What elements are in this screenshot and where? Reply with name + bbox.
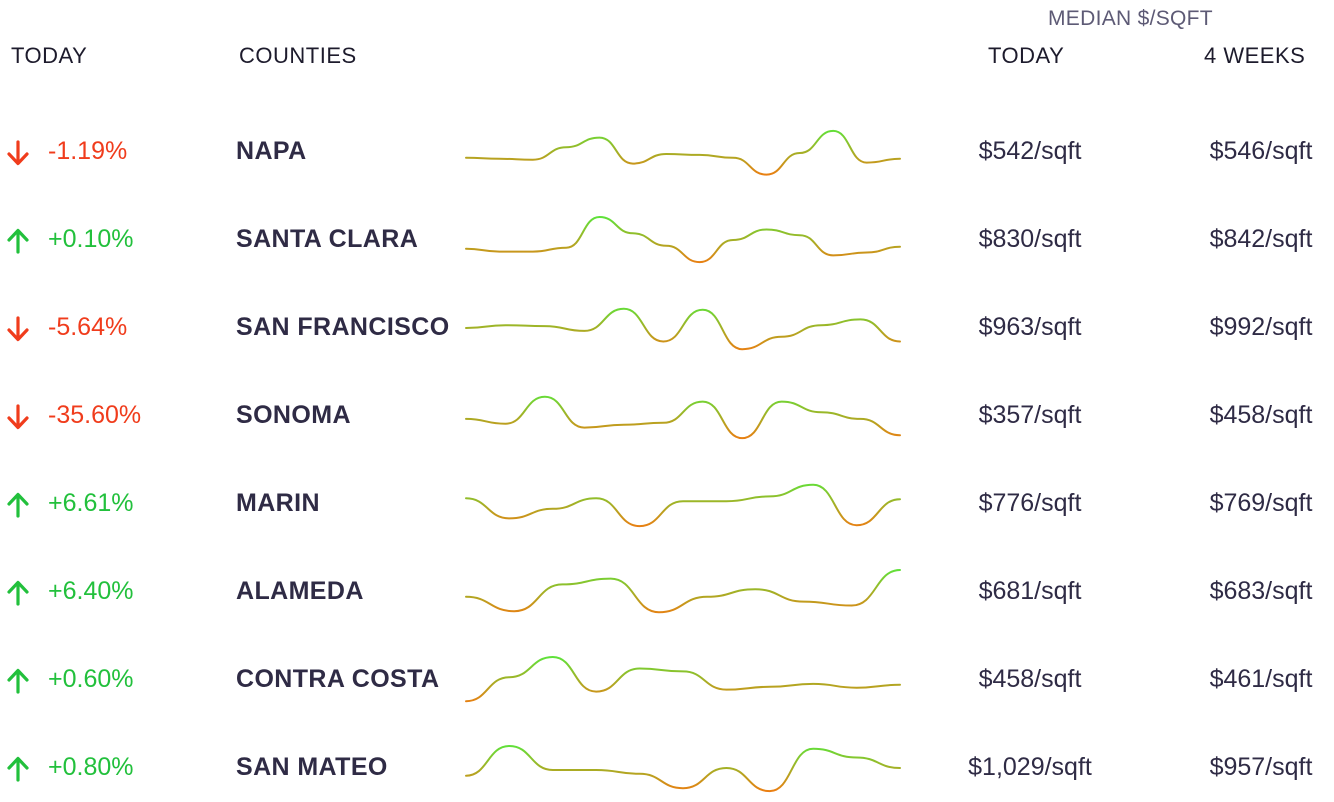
price-4-weeks: $842/sqft (1209, 225, 1313, 253)
arrow-up-icon (7, 756, 29, 782)
price-4-weeks: $957/sqft (1209, 753, 1313, 781)
change-today-header[interactable]: TODAY (11, 43, 88, 68)
arrow-down-icon (7, 140, 29, 166)
change-percent: +0.80% (48, 753, 134, 781)
trend-sparkline (465, 307, 901, 351)
price-4-weeks: $683/sqft (1209, 577, 1313, 605)
sparkline-path (465, 745, 901, 793)
price-4-weeks: $461/sqft (1209, 665, 1313, 693)
price-4-weeks: $458/sqft (1209, 401, 1313, 429)
price-4-weeks-header[interactable]: 4 WEEKS (1204, 43, 1306, 68)
trend-sparkline (465, 129, 901, 176)
county-row[interactable]: +6.61% MARIN $776/sqft $769/sqft (0, 475, 1334, 535)
county-row[interactable]: +0.80% SAN MATEO $1,029/sqft $957/sqft (0, 739, 1334, 799)
sparkline-path (465, 656, 901, 703)
change-percent: +0.60% (48, 665, 134, 693)
arrow-up-icon (7, 492, 29, 518)
arrow-up-icon (7, 580, 29, 606)
arrow-up-icon (7, 228, 29, 254)
arrow-down-icon (7, 404, 29, 430)
price-4-weeks: $546/sqft (1209, 137, 1313, 165)
county-row[interactable]: +6.40% ALAMEDA $681/sqft $683/sqft (0, 563, 1334, 623)
county-name[interactable]: SONOMA (236, 401, 351, 429)
price-today: $357/sqft (978, 401, 1082, 429)
price-today-header[interactable]: TODAY (988, 43, 1065, 68)
change-percent: +0.10% (48, 225, 134, 253)
price-today: $963/sqft (978, 313, 1082, 341)
price-today: $1,029/sqft (968, 753, 1092, 781)
trend-sparkline (465, 569, 901, 614)
counties-header[interactable]: COUNTIES (239, 43, 357, 68)
arrow-down-icon (7, 316, 29, 342)
change-percent: +6.61% (48, 489, 134, 517)
trend-sparkline (465, 395, 901, 440)
change-percent: -1.19% (48, 137, 128, 165)
trend-sparkline (465, 745, 901, 793)
county-name[interactable]: SAN FRANCISCO (236, 313, 450, 341)
sparkline-path (465, 569, 901, 614)
median-price-header: MEDIAN $/SQFT (1048, 7, 1213, 30)
price-today: $458/sqft (978, 665, 1082, 693)
sparkline-path (465, 307, 901, 351)
county-row[interactable]: +0.60% CONTRA COSTA $458/sqft $461/sqft (0, 651, 1334, 711)
sparkline-path (465, 129, 901, 176)
county-name[interactable]: SANTA CLARA (236, 225, 419, 253)
trend-sparkline (465, 216, 901, 264)
change-percent: -5.64% (48, 313, 128, 341)
price-today: $830/sqft (978, 225, 1082, 253)
price-today: $542/sqft (978, 137, 1082, 165)
county-name[interactable]: SAN MATEO (236, 753, 388, 781)
county-row[interactable]: -35.60% SONOMA $357/sqft $458/sqft (0, 387, 1334, 447)
county-row[interactable]: -5.64% SAN FRANCISCO $963/sqft $992/sqft (0, 299, 1334, 359)
price-4-weeks: $769/sqft (1209, 489, 1313, 517)
county-name[interactable]: CONTRA COSTA (236, 665, 440, 693)
price-today: $776/sqft (978, 489, 1082, 517)
county-name[interactable]: ALAMEDA (236, 577, 364, 605)
price-4-weeks: $992/sqft (1209, 313, 1313, 341)
county-name[interactable]: NAPA (236, 137, 307, 165)
change-percent: -35.60% (48, 401, 142, 429)
arrow-up-icon (7, 668, 29, 694)
county-name[interactable]: MARIN (236, 489, 320, 517)
sparkline-path (465, 216, 901, 264)
county-row[interactable]: +0.10% SANTA CLARA $830/sqft $842/sqft (0, 211, 1334, 271)
trend-sparkline (465, 656, 901, 703)
county-row[interactable]: -1.19% NAPA $542/sqft $546/sqft (0, 123, 1334, 183)
change-percent: +6.40% (48, 577, 134, 605)
trend-sparkline (465, 483, 901, 528)
sparkline-path (465, 395, 901, 440)
sparkline-path (465, 483, 901, 528)
price-today: $681/sqft (978, 577, 1082, 605)
